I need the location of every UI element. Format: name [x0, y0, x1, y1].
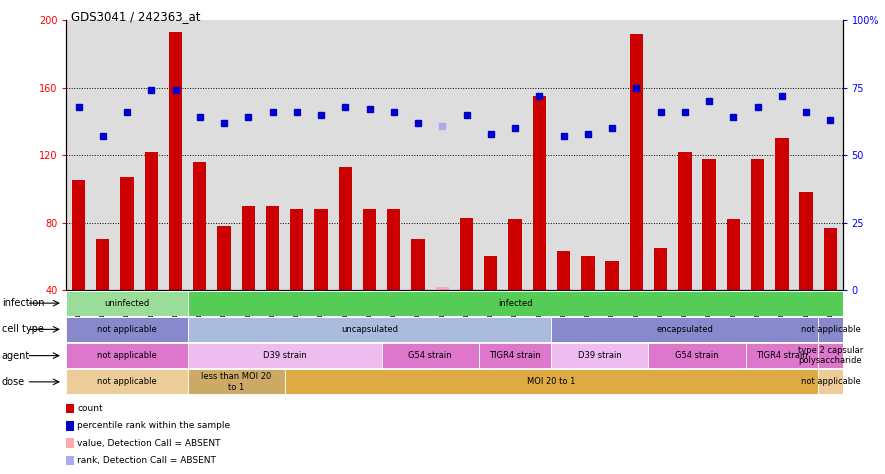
Bar — [66, 403, 73, 413]
Bar — [290, 209, 304, 290]
Bar — [66, 317, 188, 342]
Bar — [551, 343, 649, 368]
Text: infection: infection — [2, 298, 44, 308]
Bar — [120, 177, 134, 290]
Bar — [775, 138, 789, 290]
Text: encapsulated: encapsulated — [657, 325, 713, 334]
Bar — [678, 152, 691, 290]
Bar — [266, 206, 279, 290]
Text: D39 strain: D39 strain — [263, 351, 306, 360]
Bar — [727, 219, 740, 290]
Text: not applicable: not applicable — [97, 325, 157, 334]
Bar — [188, 317, 551, 342]
Text: type 2 capsular
polysaccharide: type 2 capsular polysaccharide — [797, 346, 863, 365]
Bar — [66, 438, 73, 448]
Text: uncapsulated: uncapsulated — [341, 325, 398, 334]
Bar — [66, 456, 73, 465]
Text: GDS3041 / 242363_at: GDS3041 / 242363_at — [71, 10, 200, 23]
Bar — [649, 343, 745, 368]
Text: not applicable: not applicable — [801, 325, 860, 334]
Bar — [72, 181, 85, 290]
Text: less than MOI 20
to 1: less than MOI 20 to 1 — [201, 372, 272, 392]
Bar — [66, 421, 73, 431]
Bar — [66, 291, 188, 316]
Bar — [819, 343, 843, 368]
Bar — [824, 228, 837, 290]
Bar — [169, 32, 182, 290]
Text: TIGR4 strain: TIGR4 strain — [756, 351, 808, 360]
Bar — [193, 162, 206, 290]
Bar — [479, 343, 551, 368]
Text: infected: infected — [498, 299, 533, 308]
Bar — [314, 209, 327, 290]
Bar — [144, 152, 158, 290]
Bar — [66, 369, 188, 394]
Text: not applicable: not applicable — [801, 377, 860, 386]
Bar — [218, 226, 231, 290]
Text: MOI 20 to 1: MOI 20 to 1 — [527, 377, 575, 386]
Bar — [654, 248, 667, 290]
Text: not applicable: not applicable — [97, 377, 157, 386]
Text: G54 strain: G54 strain — [408, 351, 452, 360]
Bar — [412, 239, 425, 290]
Bar — [188, 369, 285, 394]
Bar — [339, 167, 352, 290]
Bar — [551, 317, 819, 342]
Bar — [819, 317, 843, 342]
Bar — [381, 343, 479, 368]
Bar — [605, 261, 619, 290]
Bar — [630, 34, 643, 290]
Bar — [242, 206, 255, 290]
Text: count: count — [77, 404, 103, 413]
Bar — [581, 256, 595, 290]
Bar — [484, 256, 497, 290]
Bar — [751, 159, 765, 290]
Bar — [460, 218, 473, 290]
Bar — [557, 251, 570, 290]
Text: agent: agent — [2, 351, 30, 361]
Bar — [533, 96, 546, 290]
Bar — [819, 369, 843, 394]
Text: TIGR4 strain: TIGR4 strain — [489, 351, 541, 360]
Text: rank, Detection Call = ABSENT: rank, Detection Call = ABSENT — [77, 456, 216, 465]
Bar — [387, 209, 401, 290]
Bar — [96, 239, 110, 290]
Text: dose: dose — [2, 377, 25, 387]
Bar — [703, 159, 716, 290]
Text: percentile rank within the sample: percentile rank within the sample — [77, 421, 230, 430]
Text: uninfected: uninfected — [104, 299, 150, 308]
Text: cell type: cell type — [2, 324, 43, 334]
Text: D39 strain: D39 strain — [578, 351, 622, 360]
Text: G54 strain: G54 strain — [675, 351, 719, 360]
Bar — [188, 291, 843, 316]
Bar — [508, 219, 522, 290]
Text: not applicable: not applicable — [97, 351, 157, 360]
Bar — [435, 287, 449, 290]
Bar — [285, 369, 819, 394]
Text: value, Detection Call = ABSENT: value, Detection Call = ABSENT — [77, 439, 220, 447]
Bar — [799, 192, 812, 290]
Bar — [66, 343, 188, 368]
Bar — [363, 209, 376, 290]
Bar — [745, 343, 819, 368]
Bar — [188, 343, 381, 368]
